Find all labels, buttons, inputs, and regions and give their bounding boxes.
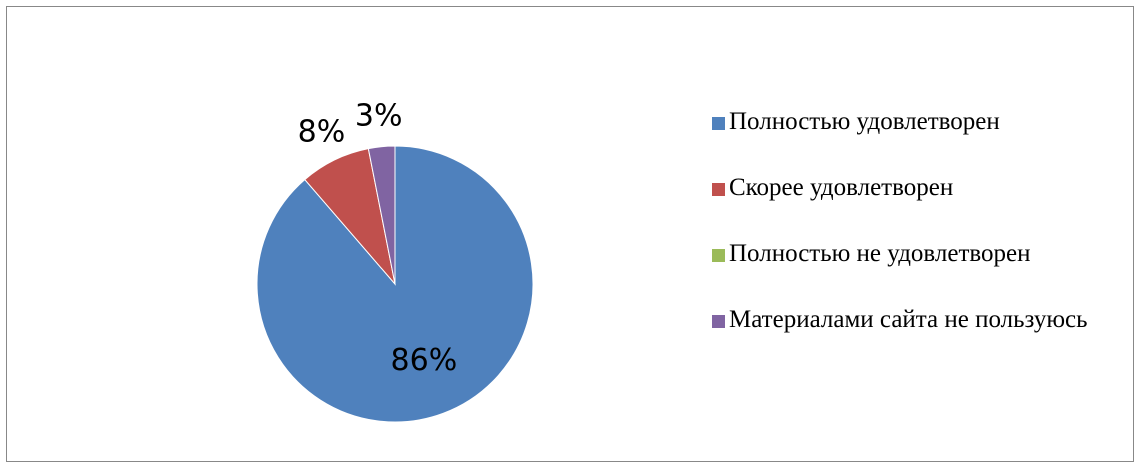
legend-item: Скорее удовлетворен	[712, 174, 1102, 240]
legend-label: Полностью не удовлетворен	[729, 240, 1031, 267]
legend-swatch	[712, 183, 725, 196]
legend-label: Материалами сайта не пользуюсь	[729, 306, 1088, 333]
legend-item: Материалами сайта не пользуюсь	[712, 306, 1102, 372]
legend-swatch	[712, 315, 725, 328]
legend: Полностью удовлетворен Скорее удовлетворе…	[712, 108, 1102, 372]
data-label: 3%	[355, 98, 403, 133]
pie-slice	[367, 145, 396, 285]
legend-item: Полностью удовлетворен	[712, 108, 1102, 174]
legend-label: Скорее удовлетворен	[729, 174, 954, 201]
legend-item: Полностью не удовлетворен	[712, 240, 1102, 306]
data-label: 8%	[298, 114, 346, 149]
legend-label: Полностью удовлетворен	[729, 108, 1000, 135]
data-label: 86%	[391, 343, 458, 378]
chart-border	[6, 6, 1134, 462]
pie-slice	[256, 145, 534, 423]
legend-swatch	[712, 249, 725, 262]
legend-swatch	[712, 117, 725, 130]
